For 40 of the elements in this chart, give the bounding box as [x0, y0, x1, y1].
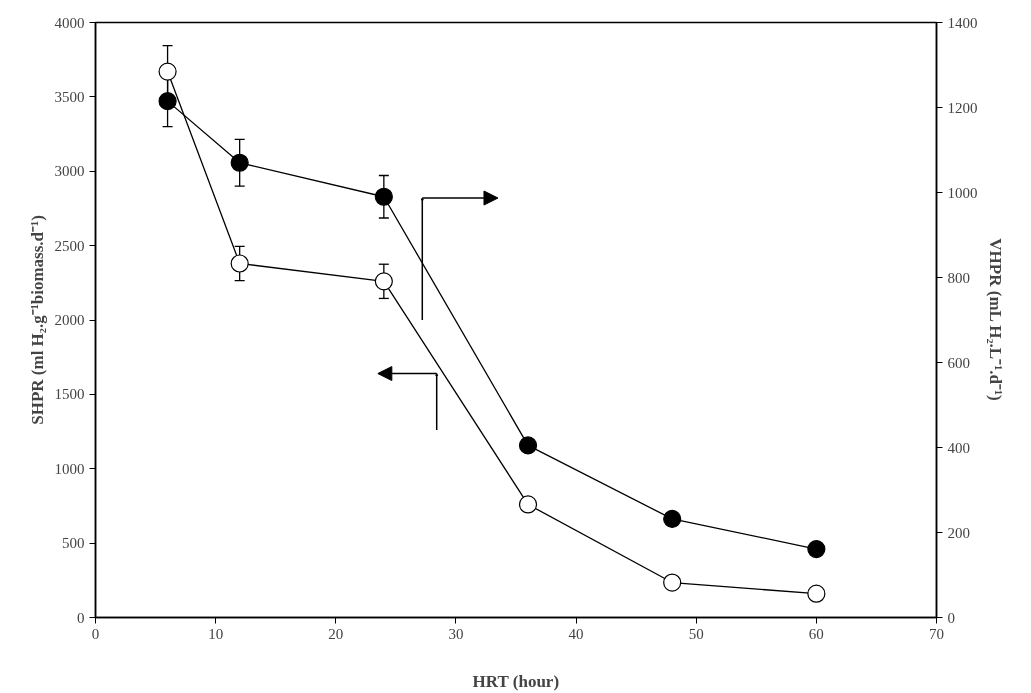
- y-tick-label: 3500: [54, 88, 85, 105]
- y-tick-label: 4000: [54, 14, 85, 31]
- y-tick-label: 3000: [54, 163, 85, 180]
- point: [518, 436, 538, 455]
- y-tick-label: 500: [62, 535, 85, 552]
- x-tick-label: 20: [328, 625, 344, 642]
- y2-tick-label: 800: [947, 269, 970, 286]
- y2-tick-label: 1000: [947, 184, 978, 201]
- point: [158, 62, 177, 81]
- y2-tick-label: 400: [947, 439, 970, 456]
- point: [158, 92, 177, 111]
- point: [518, 495, 538, 514]
- y-tick-label: 0: [77, 609, 85, 626]
- point: [374, 272, 393, 291]
- point: [374, 187, 393, 206]
- y2-tick-label: 200: [947, 524, 970, 541]
- x-axis-title: HRT (hour): [472, 671, 560, 691]
- y2-tick-label: 1400: [947, 14, 978, 31]
- point: [230, 153, 249, 172]
- y2-axis-title: VHPR (mL H₂.L⁻¹.d⁻¹): [985, 238, 1005, 401]
- y-tick-label: 1000: [54, 460, 85, 477]
- y2-tick-label: 0: [947, 609, 955, 626]
- point: [663, 509, 682, 528]
- point: [807, 539, 826, 559]
- x-tick-label: 70: [929, 625, 944, 642]
- x-tick-label: 0: [91, 625, 100, 642]
- x-tick-label: 10: [208, 625, 224, 642]
- y2-tick-label: 600: [947, 354, 970, 371]
- x-tick-label: 60: [808, 625, 824, 642]
- y-tick-label: 2500: [54, 237, 85, 254]
- point: [663, 573, 682, 592]
- x-tick-label: 40: [568, 625, 584, 642]
- y-tick-label: 2000: [54, 312, 85, 328]
- point: [230, 254, 249, 273]
- x-tick-label: 50: [688, 625, 704, 642]
- point: [807, 584, 826, 603]
- x-tick-label: 30: [448, 625, 464, 642]
- y-tick-label: 1500: [54, 386, 85, 403]
- y2-tick-label: 1200: [947, 99, 978, 116]
- y-axis-title: SHPR (ml H₂.g⁻¹biomass.d⁻¹): [27, 215, 47, 425]
